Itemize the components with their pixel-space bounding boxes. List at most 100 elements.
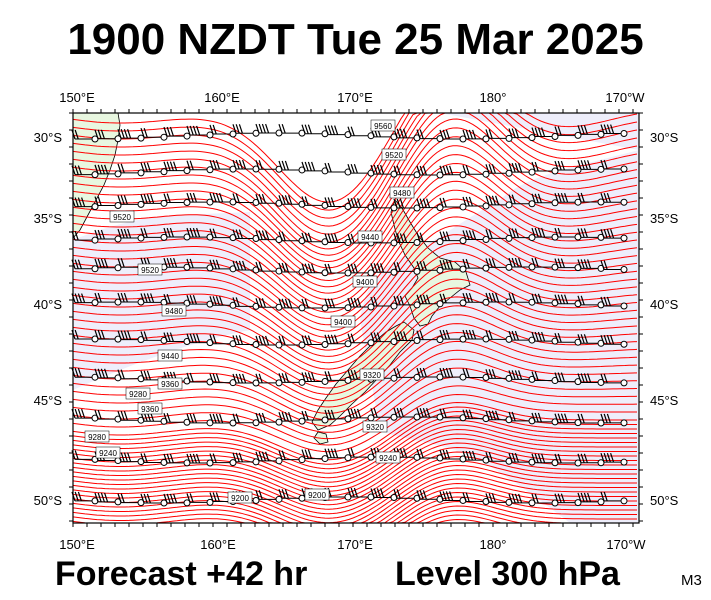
- svg-text:9480: 9480: [165, 307, 183, 316]
- contour-line: [72, 410, 637, 470]
- wind-barb: [347, 487, 375, 501]
- wind-barb: [94, 129, 122, 143]
- contour-line: [72, 112, 638, 250]
- top-lon-label-170e: 170°E: [337, 90, 373, 105]
- wind-barb: [209, 124, 237, 138]
- wind-barb: [600, 335, 628, 348]
- svg-text:9360: 9360: [161, 380, 179, 389]
- wind-barb: [301, 335, 329, 349]
- wind-barb: [278, 335, 306, 349]
- wind-barb: [393, 233, 421, 246]
- wind-barb: [255, 490, 283, 503]
- map-area: 9560 9520 9480 9520 9520 9440 9400 9480 9440 9400…: [71, 112, 640, 524]
- wind-barb: [71, 368, 99, 381]
- svg-text:9440: 9440: [161, 352, 179, 361]
- wind-barb: [577, 492, 605, 506]
- wind-barb: [301, 449, 329, 463]
- model-tag: M3: [681, 572, 702, 589]
- wind-barb: [186, 493, 214, 506]
- wind-barb: [416, 407, 444, 421]
- wind-barb: [416, 367, 444, 381]
- wind-barb: [232, 229, 260, 243]
- wind-barb: [71, 165, 99, 179]
- svg-text:9400: 9400: [356, 278, 374, 287]
- wind-barb: [94, 492, 122, 506]
- right-lat-label-35s: 35°S: [650, 211, 679, 226]
- wind-barb: [508, 293, 536, 306]
- contour-label: 9440: [357, 230, 383, 243]
- wind-barb: [600, 452, 628, 466]
- wind-barb: [140, 228, 168, 241]
- wind-barb: [347, 333, 375, 347]
- contour-label: 9400: [352, 275, 378, 288]
- wind-barb: [577, 334, 605, 347]
- right-lat-label-45s: 45°S: [650, 393, 679, 408]
- wind-barb: [416, 294, 444, 308]
- wind-barb: [232, 452, 260, 466]
- contour-line: [72, 331, 638, 408]
- wind-barb: [209, 159, 237, 173]
- wind-barb: [462, 196, 490, 210]
- contour-label: 9280: [125, 387, 151, 400]
- contour-label: 9240: [375, 451, 401, 464]
- wind-barb: [163, 413, 191, 426]
- top-lon-label-160e: 160°E: [204, 90, 240, 105]
- contour-line: [72, 112, 638, 235]
- wind-barb: [485, 195, 513, 209]
- contour-line: [72, 234, 638, 338]
- wind-barb: [393, 331, 421, 344]
- svg-text:9200: 9200: [231, 494, 249, 503]
- left-lat-label-30s: 30°S: [34, 130, 63, 145]
- top-lon-label-170w: 170°W: [605, 90, 645, 105]
- wind-barb: [255, 451, 283, 465]
- wind-barb: [462, 329, 490, 343]
- wind-barb: [140, 493, 168, 507]
- svg-text:9320: 9320: [363, 371, 381, 380]
- wind-barb: [232, 260, 260, 274]
- wind-barb: [462, 409, 490, 423]
- contour-line: [72, 154, 638, 282]
- bottom-lon-label-180: 180°: [480, 537, 507, 552]
- wind-barb: [531, 127, 559, 141]
- wind-barb: [209, 373, 237, 387]
- wind-barb: [347, 198, 375, 211]
- wind-barb: [94, 292, 122, 306]
- wind-barb: [508, 194, 536, 208]
- wind-barb: [370, 164, 398, 178]
- wind-barb: [554, 258, 582, 272]
- wind-barb: [393, 128, 421, 142]
- wind-barb: [255, 412, 283, 426]
- wind-barb: [577, 413, 605, 427]
- contour-line: [72, 455, 637, 515]
- bottom-lon-label-170e: 170°E: [337, 537, 373, 552]
- left-lat-label-45s: 45°S: [34, 393, 63, 408]
- wind-barb: [531, 193, 559, 207]
- wind-barb: [278, 160, 306, 174]
- wind-barb: [416, 129, 444, 143]
- bottom-lon-label-150e: 150°E: [59, 537, 95, 552]
- wind-barb: [209, 413, 237, 427]
- contour-line: [72, 385, 638, 446]
- svg-text:9280: 9280: [129, 390, 147, 399]
- svg-text:9480: 9480: [393, 189, 411, 198]
- wind-barb: [278, 195, 306, 208]
- svg-text:9320: 9320: [366, 423, 384, 432]
- contour-line: [72, 127, 638, 263]
- contour-label: 9240: [95, 446, 121, 459]
- wind-barb: [393, 368, 421, 381]
- wind-barb: [554, 294, 582, 308]
- contour-line: [72, 469, 637, 524]
- wind-barb: [163, 126, 191, 140]
- contour-line: [72, 162, 638, 288]
- wind-barb: [324, 197, 352, 210]
- contour-line: [72, 180, 638, 301]
- wind-barb: [416, 232, 444, 246]
- left-lat-label-35s: 35°S: [34, 211, 63, 226]
- wind-barb: [301, 410, 329, 424]
- contour-label: 9320: [359, 368, 385, 381]
- wind-barb: [255, 373, 283, 387]
- wind-barb: [94, 258, 122, 272]
- wind-barb: [577, 453, 605, 467]
- contour-line: [72, 216, 638, 326]
- wind-barb: [554, 160, 582, 174]
